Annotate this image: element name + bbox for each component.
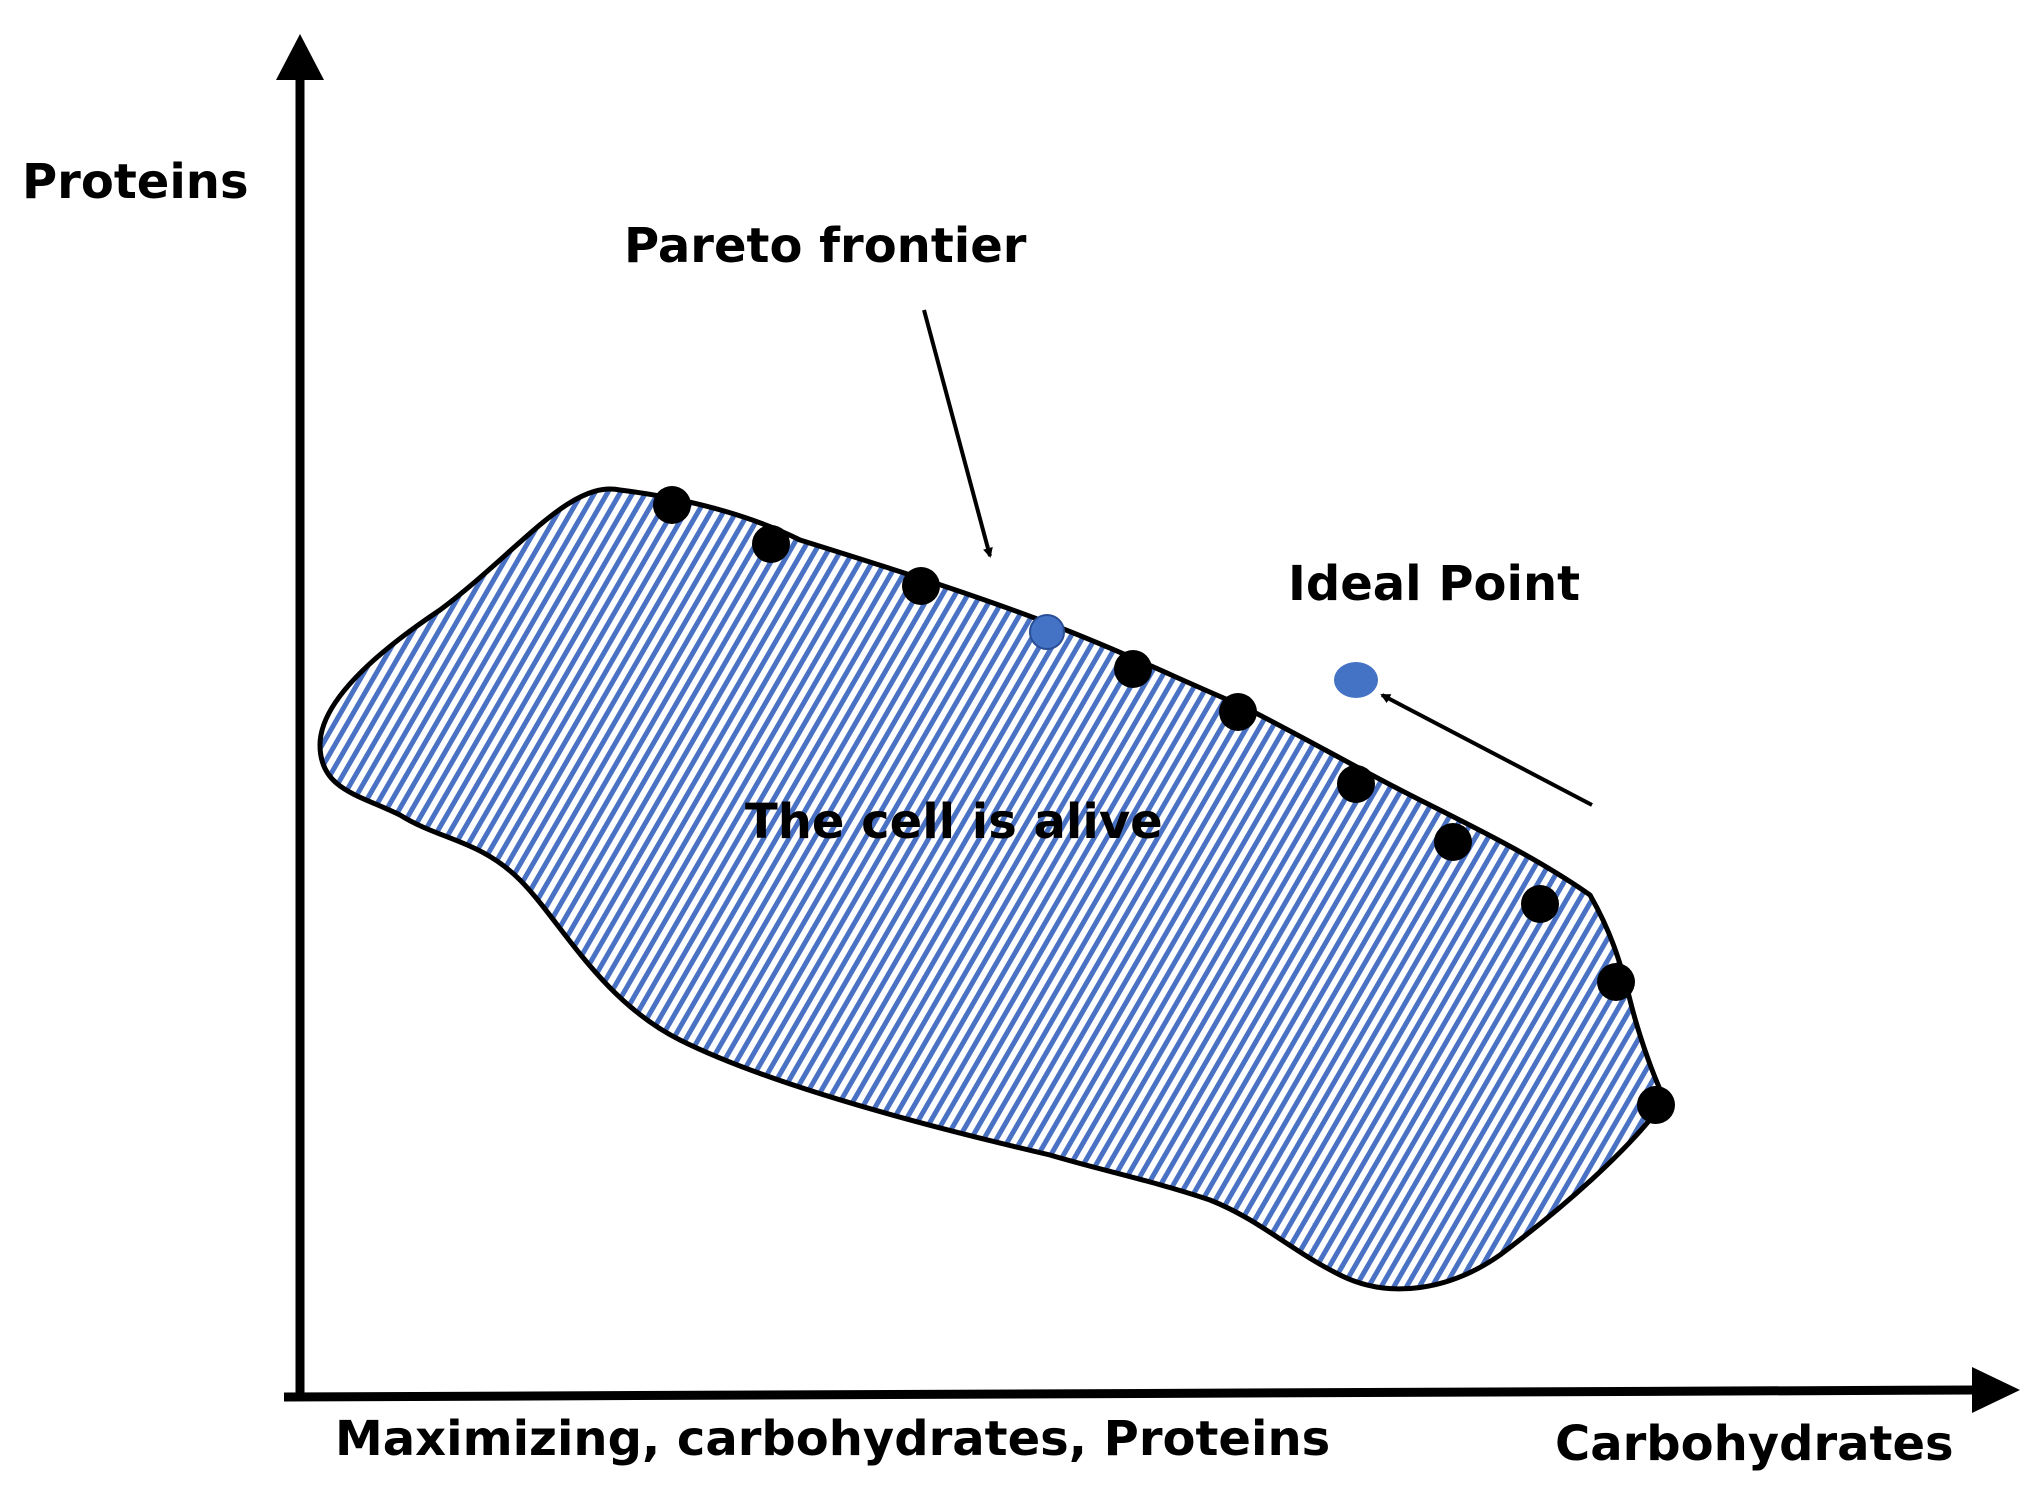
pareto-point bbox=[1337, 765, 1375, 803]
pareto-point bbox=[752, 525, 790, 563]
region-label: The cell is alive bbox=[745, 794, 1163, 850]
x-axis-arrowhead bbox=[1972, 1367, 2020, 1413]
feasible-region bbox=[317, 486, 1668, 1292]
x-axis-line bbox=[283, 1385, 1976, 1402]
pareto-points bbox=[653, 486, 1675, 1124]
pareto-point bbox=[1637, 1086, 1675, 1124]
ideal-point-label: Ideal Point bbox=[1288, 556, 1580, 612]
pareto-point bbox=[1521, 885, 1559, 923]
y-axis-arrowhead bbox=[276, 34, 324, 80]
pareto-point bbox=[653, 486, 691, 524]
ideal-arrow bbox=[1380, 693, 1593, 807]
y-axis-label: Proteins bbox=[22, 154, 249, 210]
pareto-point-highlighted bbox=[1029, 614, 1065, 650]
pareto-point bbox=[1434, 823, 1472, 861]
pareto-point bbox=[1219, 693, 1257, 731]
pareto-point bbox=[1597, 963, 1635, 1001]
x-axis-label: Carbohydrates bbox=[1555, 1416, 1954, 1472]
pareto-point bbox=[1114, 650, 1152, 688]
caption-label: Maximizing, carbohydrates, Proteins bbox=[335, 1411, 1330, 1467]
pareto-point bbox=[902, 567, 940, 605]
pareto-arrow bbox=[922, 309, 993, 558]
ideal-point bbox=[1334, 662, 1378, 698]
pareto-frontier-label: Pareto frontier bbox=[624, 218, 1027, 274]
